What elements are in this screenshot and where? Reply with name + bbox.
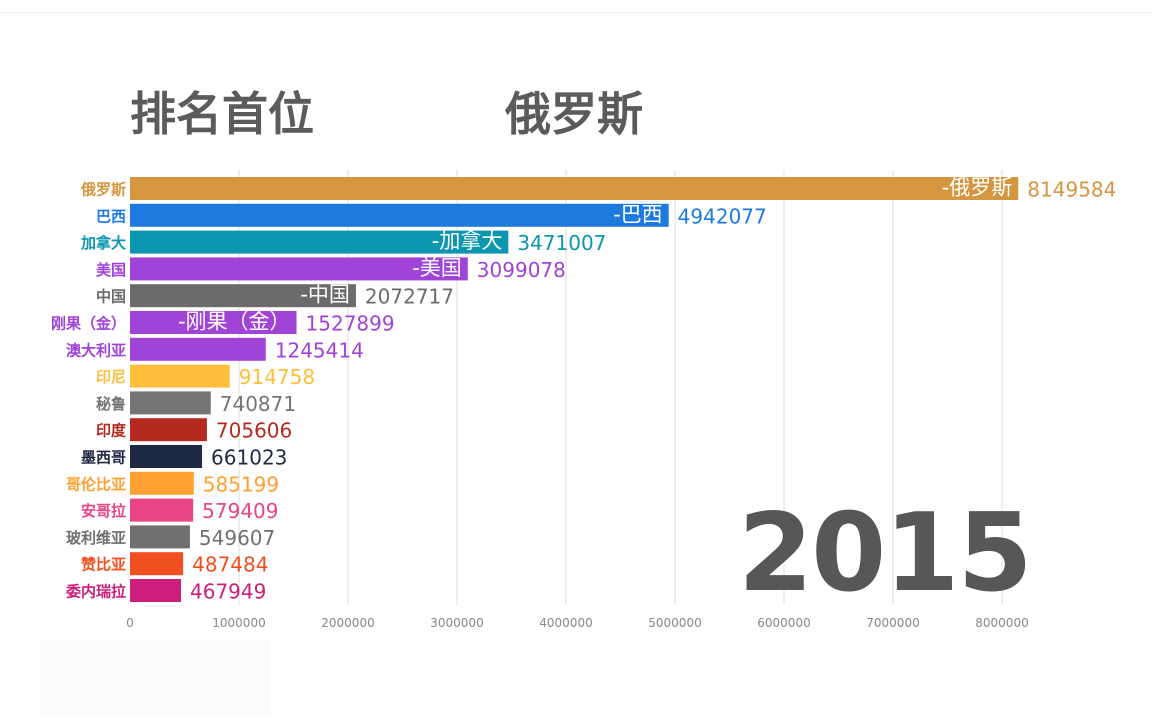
value-label: 579409 [202,499,278,523]
category-label: 印度 [96,422,127,440]
value-label: 1527899 [306,312,395,336]
value-label: 549607 [199,526,275,550]
value-label: 585199 [203,472,279,496]
inbar-label: -巴西 [613,202,663,226]
bar [130,311,297,334]
category-label: 巴西 [96,207,126,225]
bar [130,203,669,227]
category-label: 加拿大 [80,234,126,252]
bar [130,552,184,576]
value-label: 3471007 [517,231,606,255]
bar [130,525,190,549]
bar [130,498,194,522]
watermark-area [40,640,270,715]
category-label: 哥伦比亚 [66,475,126,493]
bar [130,257,468,281]
category-label: 中国 [96,288,126,306]
category-label: 安哥拉 [81,502,126,520]
bar [130,418,207,442]
x-tick-label: 2000000 [321,616,374,630]
value-label: 2072717 [365,285,454,309]
x-tick-label: 1000000 [212,616,265,630]
bar [130,391,211,415]
value-label: 3099078 [477,258,566,282]
category-label: 墨西哥 [81,449,126,467]
bar-chart: 0 1000000 2000000 3000000 4000000 5000000 6000… [51,170,1116,630]
bar [130,471,194,495]
category-label: 刚果（金） [51,315,126,333]
category-label: 印尼 [96,368,126,386]
bar [130,230,509,254]
inbar-label: -加拿大 [432,229,503,253]
value-label: 740871 [220,392,296,416]
x-tick-label: 0 [126,616,134,630]
leader-name: 俄罗斯 [505,87,643,141]
x-tick-label: 5000000 [648,616,701,630]
x-tick-label: 3000000 [430,616,483,630]
category-label: 玻利维亚 [66,529,126,547]
bar [130,579,182,602]
value-label: 914758 [239,365,315,389]
year-label: 2015 [738,491,1033,616]
category-label: 俄罗斯 [80,181,126,199]
value-label: 467949 [190,580,266,604]
category-label: 赞比亚 [80,556,126,574]
inbar-label: -中国 [300,283,350,307]
x-tick-label: 6000000 [757,616,810,630]
category-label: 秘鲁 [96,395,126,413]
bar [130,177,1019,200]
value-label: 487484 [192,553,268,577]
bar [130,337,266,361]
bar [130,445,203,468]
inbar-label: -俄罗斯 [942,176,1013,200]
category-label: 澳大利亚 [66,341,126,359]
bar [130,284,356,308]
value-label: 661023 [211,446,287,470]
value-label: 4942077 [678,204,767,228]
x-tick-label: 4000000 [539,616,592,630]
inbar-label: -刚果（金） [178,310,291,334]
value-label: 705606 [216,419,292,443]
category-label: 美国 [96,261,126,279]
value-label: 8149584 [1027,178,1116,202]
category-label: 委内瑞拉 [66,583,126,601]
bar [130,364,230,388]
x-tick-label: 7000000 [866,616,919,630]
value-label: 1245414 [275,338,364,362]
x-tick-label: 8000000 [975,616,1028,630]
top-divider [0,12,1152,13]
inbar-label: -美国 [412,256,462,280]
leader-caption: 排名首位 [130,87,314,141]
